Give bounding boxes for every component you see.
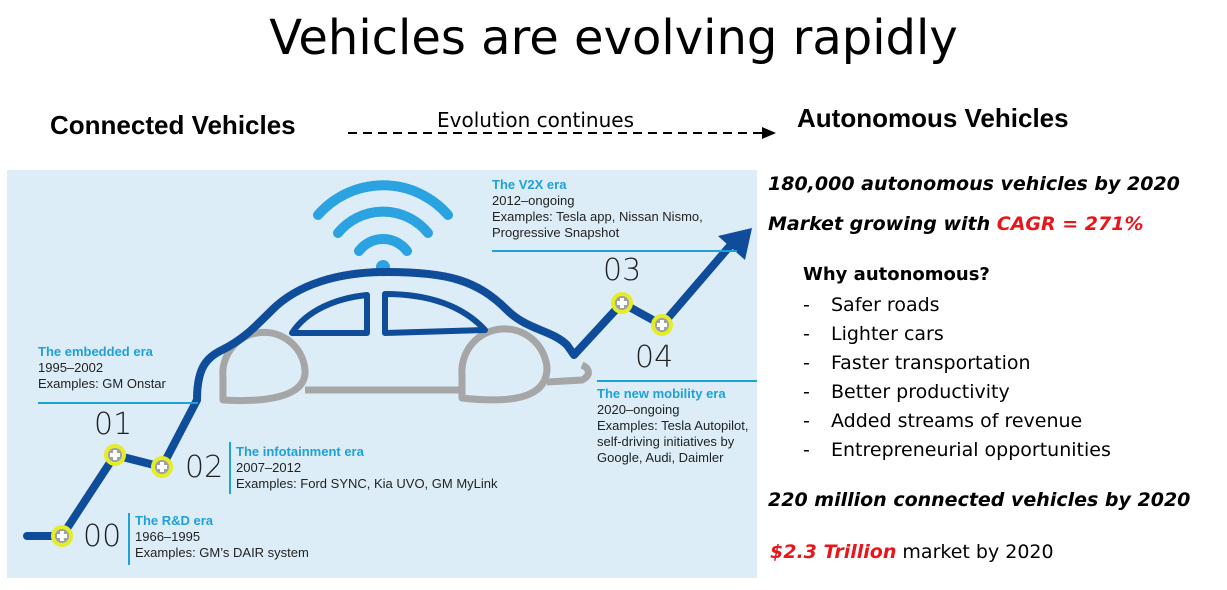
list-item: - Better productivity [803, 381, 1010, 403]
era-00-number: 00 [83, 519, 122, 554]
era-00-examples: Examples: GM’s DAIR system [135, 545, 309, 560]
era-01-examples: Examples: GM Onstar [38, 376, 166, 391]
slide-title: Vehicles are evolving rapidly [269, 10, 958, 66]
era-04-info: The new mobility era 2020–ongoing Exampl… [597, 386, 749, 466]
era-02-examples: Examples: Ford SYNC, Kia UVO, GM MyLink [236, 476, 498, 491]
evolution-dashed-arrow [348, 127, 776, 139]
era-03-examples-line2: Progressive Snapshot [492, 225, 620, 240]
era-02-divider [229, 442, 231, 494]
why-autonomous-list: - Safer roads - Lighter cars - Faster trans… [803, 291, 1111, 465]
list-item: - Safer roads [803, 294, 940, 316]
era-03-number: 03 [603, 253, 642, 288]
era-01-divider [38, 402, 198, 404]
era-00-dates: 1966–1995 [135, 529, 201, 544]
era-04-dates: 2020–ongoing [597, 402, 680, 417]
wifi-icon [313, 180, 453, 274]
evolution-path [23, 236, 739, 540]
list-item: - Added streams of revenue [803, 410, 1083, 432]
autonomous-vehicles-heading: Autonomous Vehicles [797, 103, 1069, 133]
era-02-number: 02 [185, 450, 224, 485]
era-03-divider [492, 250, 737, 252]
infographic-graphics [23, 180, 752, 547]
market-growth-prefix: Market growing with [768, 213, 997, 235]
autonomous-count-stat: 180,000 autonomous vehicles by 2020 [768, 173, 1180, 195]
era-04-examples-line2: self-driving initiatives by [597, 434, 735, 449]
list-item: - Faster transportation [803, 352, 1031, 374]
era-00-info: The R&D era 1966–1995 Examples: GM’s DAI… [135, 513, 309, 561]
era-03-examples-line1: Examples: Tesla app, Nissan Nismo, [492, 209, 703, 224]
era-02-title: The infotainment era [236, 444, 364, 459]
era-03-title: The V2X era [492, 177, 567, 192]
era-02-dates: 2007–2012 [236, 460, 302, 475]
era-04-number: 04 [635, 340, 674, 375]
evolution-arrowhead [718, 228, 752, 260]
era-01-info: The embedded era 1995–2002 Examples: GM … [38, 344, 166, 392]
why-autonomous-heading: Why autonomous? [803, 264, 990, 285]
list-item: - Lighter cars [803, 323, 944, 345]
era-04-examples-line1: Examples: Tesla Autopilot, [597, 418, 749, 433]
evolution-label: Evolution continues [437, 108, 634, 132]
era-04-title: The new mobility era [597, 386, 726, 401]
evolution-infographic: 00 The R&D era 1966–1995 Examples: GM’s … [7, 170, 757, 578]
connected-vehicles-heading: Connected Vehicles [50, 110, 296, 140]
era-00-divider [128, 513, 130, 565]
cagr-value: CAGR = 271% [996, 213, 1144, 235]
era-04-examples-line3: Google, Audi, Daimler [597, 450, 724, 465]
era-03-dates: 2012–ongoing [492, 193, 575, 208]
connected-count-stat: 220 million connected vehicles by 2020 [768, 489, 1191, 511]
era-03-info: The V2X era 2012–ongoing Examples: Tesla… [492, 177, 703, 241]
era-01-title: The embedded era [38, 344, 153, 359]
era-01-number: 01 [94, 407, 133, 442]
market-value: $2.3 Trillion [770, 541, 897, 563]
market-value-stat: $2.3 Trillion market by 2020 [770, 541, 1054, 563]
market-value-suffix: market by 2020 [896, 541, 1054, 563]
era-04-divider [597, 380, 757, 382]
era-01-dates: 1995–2002 [38, 360, 104, 375]
car-wheels [219, 325, 592, 405]
car-windows [289, 291, 488, 336]
market-growth-stat: Market growing with CAGR = 271% [768, 213, 1144, 235]
list-item: - Entrepreneurial opportunities [803, 439, 1111, 461]
era-00-title: The R&D era [135, 513, 214, 528]
era-02-info: The infotainment era 2007–2012 Examples:… [236, 444, 498, 492]
